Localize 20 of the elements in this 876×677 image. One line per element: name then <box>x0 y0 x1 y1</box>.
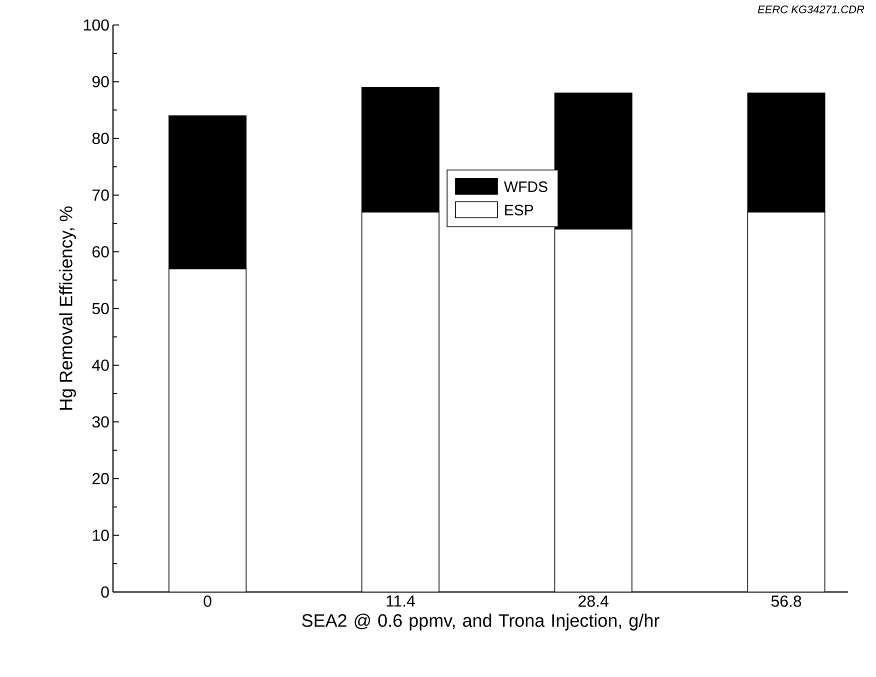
y-tick-label: 80 <box>92 132 109 144</box>
y-tick-label: 60 <box>92 246 109 258</box>
y-tick-label: 40 <box>92 360 109 371</box>
y-tick-label: 30 <box>92 416 109 428</box>
y-tick-label: 90 <box>92 76 109 88</box>
legend-label: ESP <box>505 204 534 216</box>
y-tick-label: 70 <box>92 189 109 201</box>
y-tick-label: 0 <box>101 586 109 598</box>
x-tick-label: 11.4 <box>386 596 415 607</box>
x-tick-label: 28.4 <box>578 596 608 607</box>
y-tick-label: 10 <box>92 530 109 541</box>
x-tick-label: 56.8 <box>771 596 802 607</box>
x-axis-title: SEA2 @ 0.6 ppmv, and Trona Injection, g/hr <box>302 614 660 630</box>
x-tick-label: 0 <box>204 596 212 607</box>
legend-label: WFDS <box>504 181 548 192</box>
text: EERC KG34271.CDR <box>758 6 864 14</box>
y-tick-label: 20 <box>92 472 109 484</box>
y-tick-label: 50 <box>92 302 109 314</box>
y-tick-label: 100 <box>84 19 109 31</box>
y-axis-title: Hg Removal Efficiency, % <box>59 206 76 410</box>
